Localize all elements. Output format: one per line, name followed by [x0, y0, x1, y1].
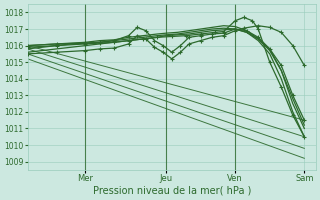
X-axis label: Pression niveau de la mer( hPa ): Pression niveau de la mer( hPa ): [92, 186, 251, 196]
